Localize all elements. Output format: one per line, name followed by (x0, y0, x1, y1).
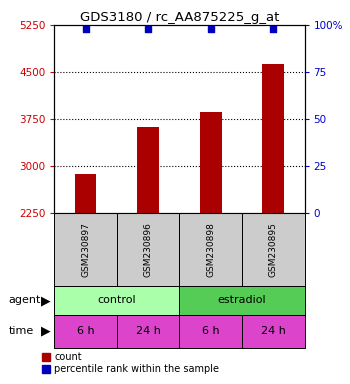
Bar (117, 213, 179, 286)
Text: agent: agent (9, 295, 41, 306)
Bar (54, 213, 117, 286)
Bar (179, 286, 304, 315)
Text: 24 h: 24 h (136, 326, 161, 336)
Bar (242, 315, 304, 348)
Text: control: control (98, 295, 136, 306)
Legend: count, percentile rank within the sample: count, percentile rank within the sample (42, 353, 219, 374)
Bar (200, 111, 222, 213)
Bar (242, 213, 304, 286)
Text: GSM230896: GSM230896 (144, 222, 153, 277)
Bar (54, 286, 179, 315)
Text: 6 h: 6 h (77, 326, 95, 336)
Bar (179, 315, 242, 348)
Text: ▶: ▶ (41, 325, 50, 338)
Point (271, 26, 276, 32)
Point (83, 26, 88, 32)
Bar (179, 213, 242, 286)
Text: GSM230898: GSM230898 (206, 222, 215, 277)
Text: estradiol: estradiol (218, 295, 266, 306)
Text: GSM230895: GSM230895 (269, 222, 278, 277)
Text: GSM230897: GSM230897 (81, 222, 90, 277)
Bar (75, 174, 97, 213)
Bar (137, 127, 159, 213)
Bar (54, 315, 117, 348)
Point (145, 26, 151, 32)
Title: GDS3180 / rc_AA875225_g_at: GDS3180 / rc_AA875225_g_at (80, 11, 279, 24)
Text: time: time (9, 326, 34, 336)
Bar (262, 65, 284, 213)
Text: 6 h: 6 h (202, 326, 219, 336)
Text: ▶: ▶ (41, 294, 50, 307)
Text: 24 h: 24 h (261, 326, 286, 336)
Point (208, 26, 213, 32)
Bar (117, 315, 179, 348)
